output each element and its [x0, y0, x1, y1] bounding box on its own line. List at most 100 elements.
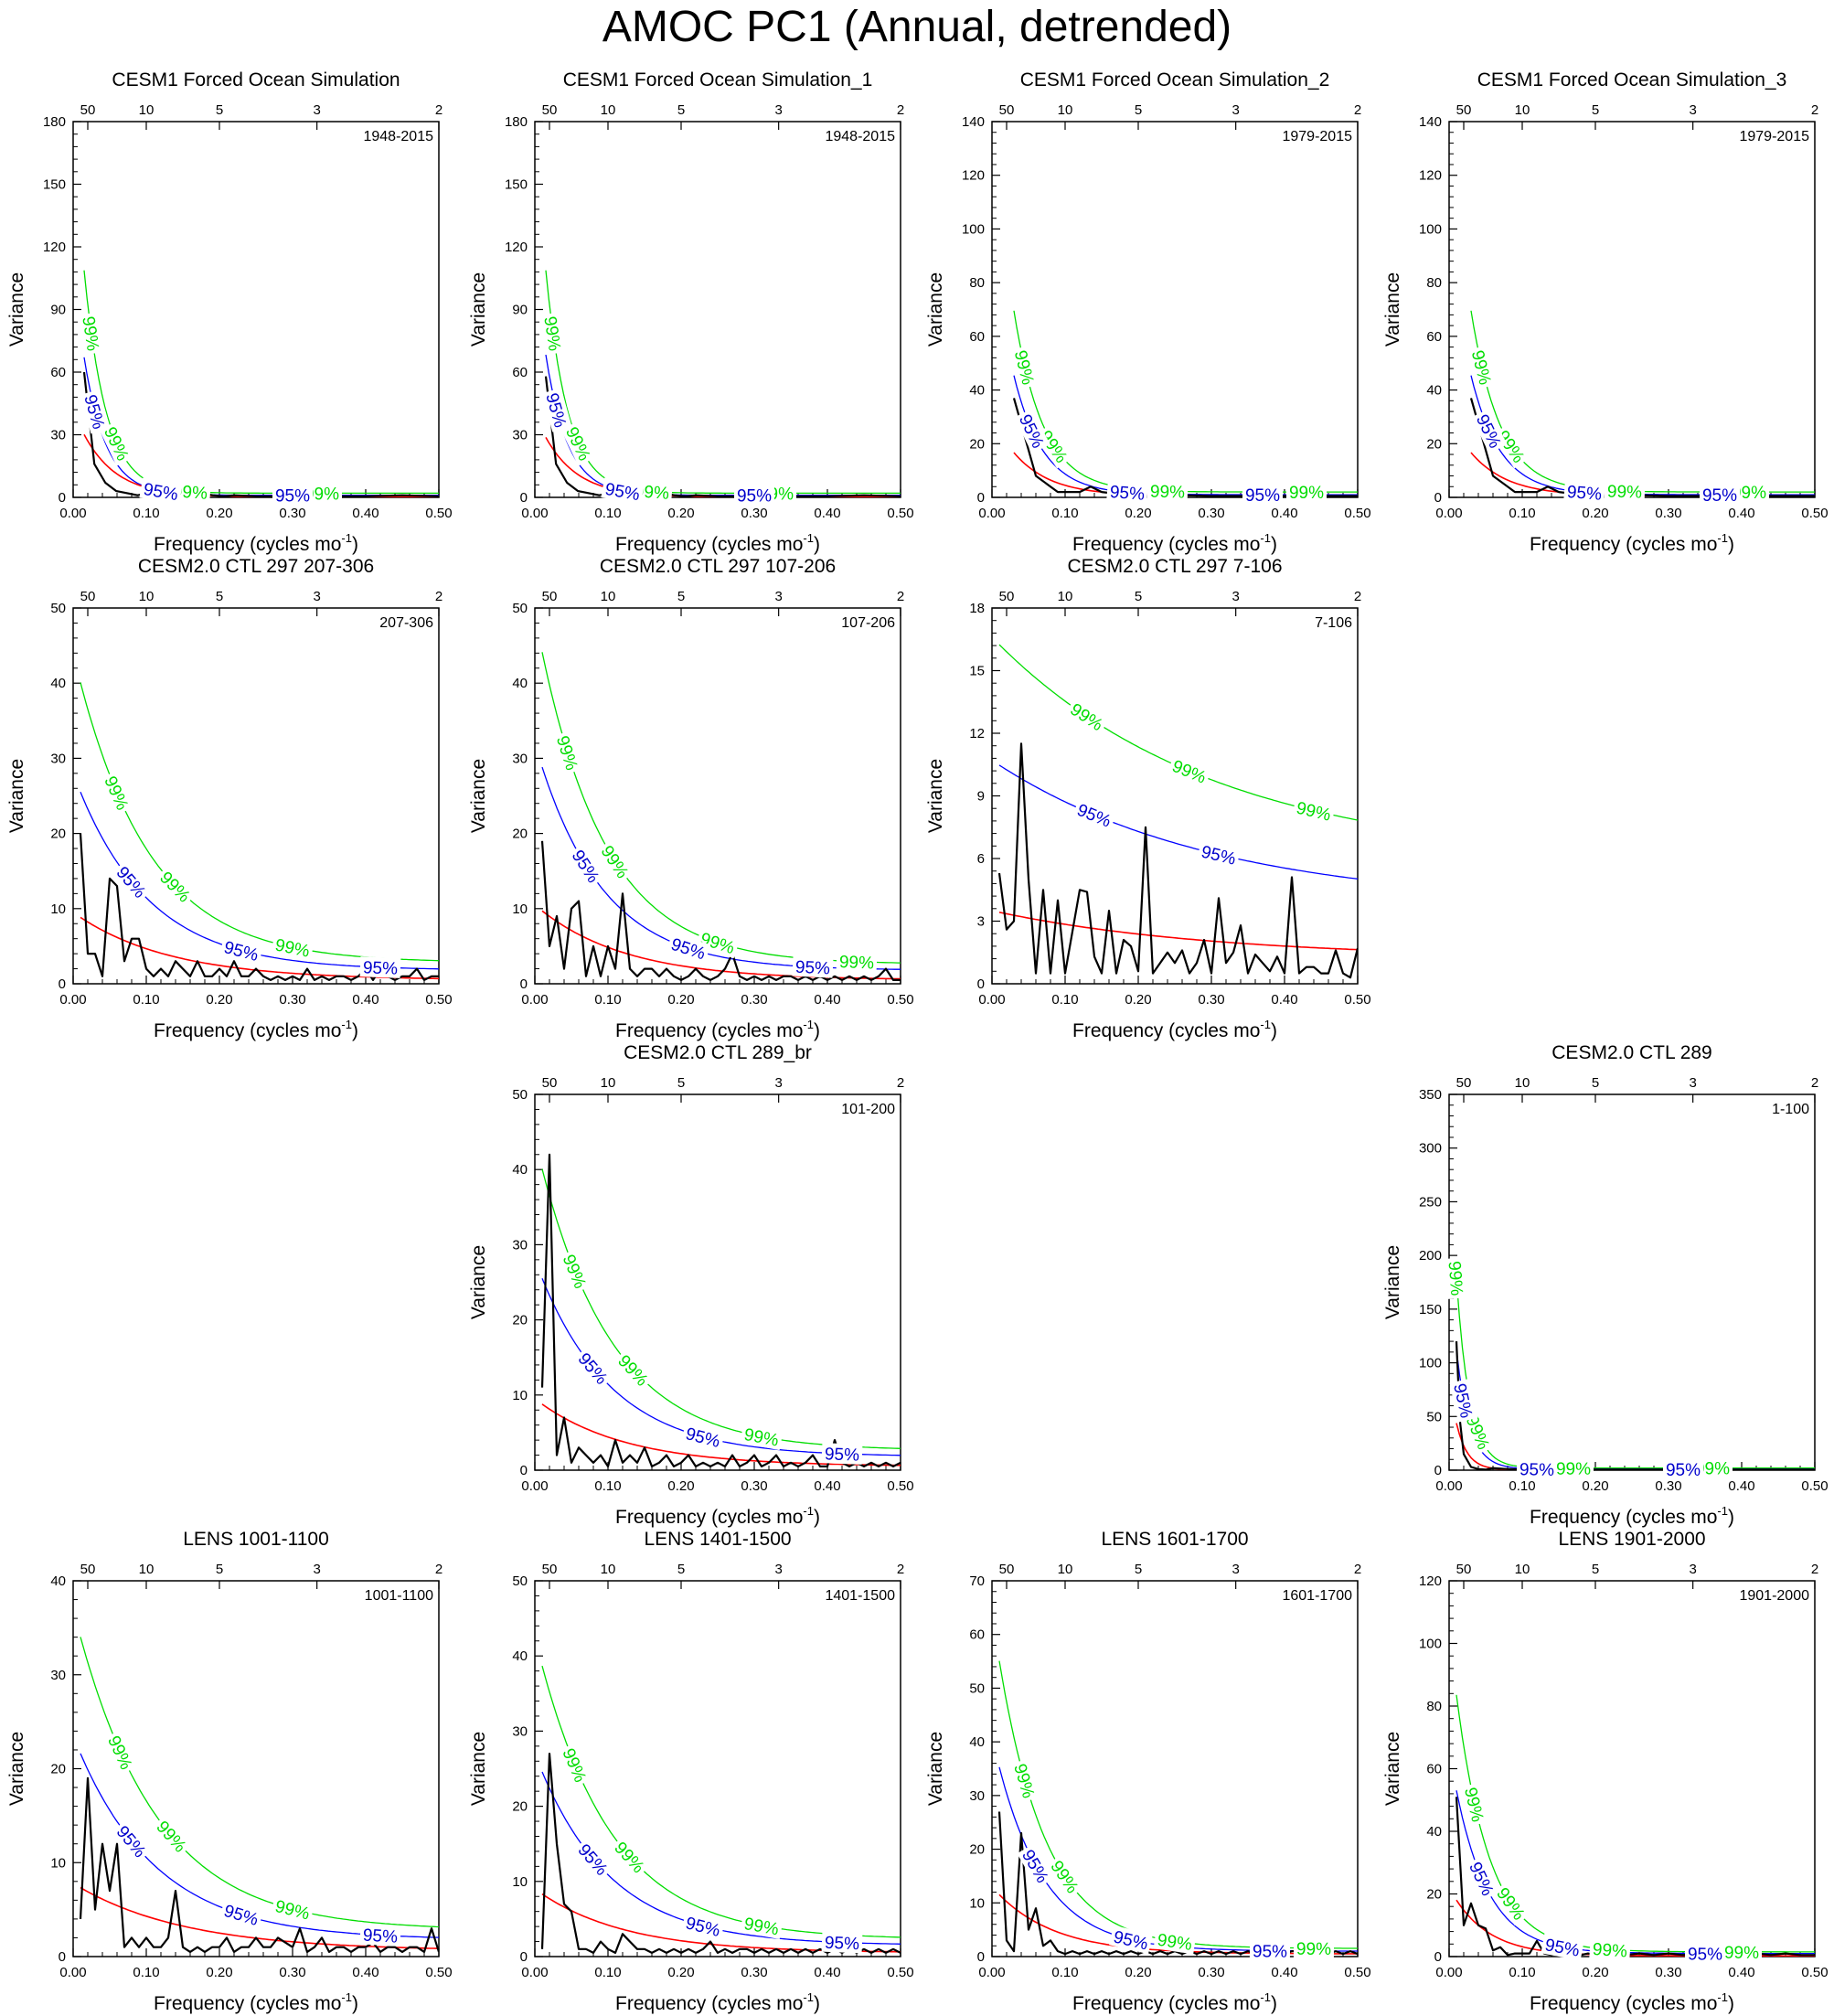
- label-mask: [601, 477, 645, 505]
- label-mask: [80, 389, 111, 434]
- label-mask: [1009, 345, 1040, 389]
- y-tick-label: 50: [512, 1087, 528, 1103]
- ci99-curve: [80, 682, 439, 962]
- x-tick-label: 0.00: [978, 992, 1005, 1008]
- x-tick-label: 0.40: [814, 1478, 840, 1494]
- top-tick-label: 50: [1456, 1075, 1472, 1091]
- y-tick-label: 60: [50, 365, 66, 380]
- panel: LENS 1401-1500 1401-1500 0 10 20 30 40 50 0.00 0.…: [468, 1529, 914, 2014]
- label-mask: [680, 1422, 726, 1452]
- x-tick-label: 0.30: [279, 1965, 305, 1980]
- top-tick-label: 50: [1456, 102, 1472, 118]
- panel: CESM1 Forced Ocean Simulation_2 1979-2015…: [925, 69, 1371, 555]
- y-axis-label: Variance: [468, 1245, 489, 1319]
- ci99-label: 99%: [1467, 348, 1495, 387]
- panel-title: CESM2.0 CTL 297 207-306: [138, 556, 374, 577]
- top-tick-label: 5: [1592, 1075, 1599, 1091]
- x-tick-label: 0.00: [1435, 1478, 1462, 1494]
- label-mask: [1464, 1856, 1500, 1902]
- label-mask: [1589, 1937, 1631, 1961]
- ci95-label: 95%: [1109, 483, 1146, 505]
- label-mask: [821, 1931, 863, 1954]
- y-tick-label: 60: [1426, 1762, 1442, 1777]
- y-axis-label: Variance: [6, 759, 27, 833]
- label-mask: [734, 485, 774, 506]
- label-mask: [1167, 753, 1212, 788]
- ci95-label: 95%: [1245, 486, 1280, 506]
- x-tick-label: 0.30: [741, 992, 767, 1008]
- label-mask: [111, 859, 153, 904]
- period-label: 101-200: [841, 1102, 895, 1117]
- top-tick-label: 2: [897, 1562, 904, 1577]
- period-label: 1979-2015: [1739, 129, 1809, 144]
- ci95-label: 95%: [1702, 486, 1737, 506]
- y-tick-label: 90: [512, 303, 528, 318]
- label-mask: [821, 1443, 863, 1465]
- ci99-curve: [1013, 310, 1358, 493]
- figure-title: AMOC PC1 (Annual, detrended): [602, 3, 1232, 51]
- x-tick-label: 0.10: [133, 506, 159, 521]
- label-mask: [539, 312, 567, 356]
- top-tick-label: 50: [80, 102, 96, 118]
- top-tick-label: 10: [601, 589, 616, 604]
- ci99-curve: [541, 1168, 901, 1449]
- top-tick-label: 3: [774, 1562, 782, 1577]
- ci95-label: 95%: [825, 1445, 860, 1466]
- label-mask: [792, 955, 834, 978]
- x-tick-label: 0.10: [133, 992, 159, 1008]
- top-tick-label: 50: [999, 589, 1015, 604]
- red-noise-curve: [541, 910, 901, 980]
- panel-title: CESM2.0 CTL 297 7-106: [1067, 556, 1282, 577]
- top-tick-label: 2: [897, 589, 904, 604]
- ci95-label: 95%: [275, 487, 310, 507]
- panel: CESM2.0 CTL 297 207-306 207-306 0 10 20 30 40 5…: [6, 556, 453, 1041]
- x-tick-label: 0.20: [1582, 506, 1608, 521]
- ci99-curve: [998, 644, 1358, 821]
- top-tick-label: 2: [1354, 589, 1361, 604]
- y-tick-label: 80: [1426, 275, 1442, 291]
- top-tick-label: 3: [313, 1562, 320, 1577]
- plot-frame: [534, 607, 901, 985]
- panel: CESM2.0 CTL 2891-10005010015020025030035…: [1382, 1042, 1829, 1528]
- x-axis-label: Frequency (cycles mo-1): [1530, 1504, 1734, 1528]
- ci99-label: 99%: [559, 1252, 590, 1291]
- y-tick-label: 0: [1434, 1463, 1442, 1478]
- x-tick-label: 0.10: [133, 1965, 159, 1980]
- x-tick-label: 0.50: [887, 506, 913, 521]
- label-mask: [1684, 1943, 1726, 1964]
- ci99-label: 99%: [103, 1733, 135, 1773]
- top-tick-label: 3: [313, 589, 320, 604]
- ci99-label: 99%: [1460, 1786, 1487, 1824]
- top-tick-label: 3: [1689, 102, 1696, 118]
- y-tick-label: 50: [1426, 1409, 1442, 1424]
- panel: LENS 1001-1100 1001-1100 0 10 20 30 40 0.00 0.10…: [6, 1529, 453, 2014]
- y-tick-label: 10: [50, 1855, 66, 1871]
- ci99-label: 99%: [1169, 757, 1209, 788]
- label-mask: [572, 1346, 614, 1391]
- y-tick-label: 120: [1419, 1573, 1442, 1589]
- ci95-label: 95%: [1566, 483, 1603, 505]
- ci95-label: 95%: [1449, 1381, 1476, 1420]
- y-axis-label: Variance: [468, 272, 489, 347]
- label-mask: [1604, 480, 1646, 502]
- label-mask: [612, 1348, 656, 1392]
- y-axis-label: Variance: [925, 1732, 946, 1806]
- label-mask: [1106, 480, 1148, 505]
- y-tick-label: 40: [1426, 1824, 1442, 1840]
- label-mask: [271, 933, 315, 962]
- ci99-label: 99%: [1009, 1762, 1038, 1801]
- label-mask: [151, 1814, 193, 1859]
- label-mask: [1541, 1933, 1584, 1961]
- plot-frame: [534, 121, 901, 498]
- x-tick-label: 0.00: [521, 1478, 548, 1494]
- x-tick-label: 0.40: [814, 1965, 840, 1980]
- label-mask: [1014, 408, 1050, 453]
- x-tick-label: 0.20: [1582, 1478, 1608, 1494]
- x-tick-label: 0.20: [206, 506, 232, 521]
- label-mask: [1516, 1458, 1558, 1479]
- label-mask: [1017, 1843, 1055, 1889]
- x-tick-label: 0.10: [594, 1478, 621, 1494]
- y-axis-label: Variance: [925, 272, 946, 347]
- top-tick-label: 50: [542, 102, 558, 118]
- label-mask: [541, 388, 572, 432]
